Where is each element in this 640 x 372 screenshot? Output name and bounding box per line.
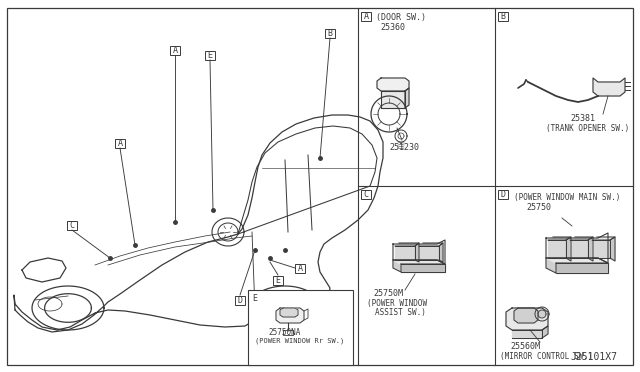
Polygon shape	[395, 246, 415, 260]
Bar	[170, 45, 180, 55]
Text: (POWER WINDOW: (POWER WINDOW	[367, 299, 427, 308]
Bar	[361, 12, 371, 20]
Polygon shape	[556, 263, 608, 273]
Polygon shape	[538, 310, 546, 318]
Polygon shape	[610, 237, 615, 261]
Polygon shape	[592, 237, 615, 240]
Bar	[67, 221, 77, 230]
Text: ASSIST SW.): ASSIST SW.)	[375, 308, 426, 317]
Polygon shape	[512, 330, 542, 338]
Polygon shape	[548, 240, 566, 258]
Text: (DOOR SW.): (DOOR SW.)	[376, 13, 426, 22]
Text: (MIRROR CONTROL SW.): (MIRROR CONTROL SW.)	[500, 352, 593, 361]
Polygon shape	[439, 243, 443, 262]
Text: (TRANK OPENER SW.): (TRANK OPENER SW.)	[546, 124, 629, 133]
Text: 25360: 25360	[380, 23, 405, 32]
Text: A: A	[173, 46, 177, 55]
Polygon shape	[401, 264, 445, 272]
Bar	[235, 295, 245, 305]
Text: C: C	[364, 190, 369, 199]
Polygon shape	[542, 326, 548, 338]
Polygon shape	[570, 237, 593, 240]
Polygon shape	[566, 237, 571, 261]
Bar	[273, 276, 283, 285]
Polygon shape	[377, 78, 409, 91]
Text: E: E	[253, 294, 257, 303]
Polygon shape	[276, 308, 304, 323]
Text: D: D	[237, 296, 243, 305]
Text: 25750: 25750	[526, 203, 551, 212]
Polygon shape	[419, 246, 439, 260]
Bar	[498, 12, 508, 20]
Text: A: A	[364, 12, 369, 21]
Text: 25381: 25381	[570, 114, 595, 123]
Bar	[361, 189, 371, 199]
Text: 25560M: 25560M	[510, 342, 540, 351]
Polygon shape	[588, 237, 593, 261]
Polygon shape	[593, 78, 625, 96]
Text: B: B	[500, 12, 506, 21]
Polygon shape	[546, 258, 556, 273]
Polygon shape	[415, 243, 419, 262]
Bar	[325, 29, 335, 38]
Polygon shape	[546, 258, 608, 263]
Text: A: A	[118, 139, 122, 148]
Text: E: E	[207, 51, 212, 60]
Text: (POWER WINDOW Rr SW.): (POWER WINDOW Rr SW.)	[255, 338, 344, 344]
Polygon shape	[570, 240, 588, 258]
Bar	[115, 138, 125, 148]
Polygon shape	[548, 237, 571, 240]
Polygon shape	[514, 308, 538, 323]
Bar	[498, 189, 508, 199]
Text: B: B	[328, 29, 333, 38]
Bar	[250, 294, 260, 302]
Polygon shape	[393, 260, 445, 264]
Polygon shape	[592, 240, 610, 258]
Bar	[295, 263, 305, 273]
Text: 25750NA: 25750NA	[268, 328, 300, 337]
Text: 251230: 251230	[389, 143, 419, 152]
Text: E: E	[275, 276, 280, 285]
Bar	[248, 290, 353, 365]
Polygon shape	[419, 243, 443, 246]
Bar	[283, 330, 293, 335]
Polygon shape	[506, 308, 548, 330]
Bar	[205, 51, 215, 60]
Text: D: D	[500, 190, 506, 199]
Text: J25101X7: J25101X7	[570, 352, 617, 362]
Polygon shape	[381, 91, 405, 108]
Polygon shape	[280, 308, 298, 317]
Text: 25750M: 25750M	[373, 289, 403, 298]
Polygon shape	[395, 243, 419, 246]
Text: (POWER WINDOW MAIN SW.): (POWER WINDOW MAIN SW.)	[514, 193, 620, 202]
Polygon shape	[393, 260, 401, 272]
Text: A: A	[298, 264, 303, 273]
Text: C: C	[70, 221, 74, 230]
Polygon shape	[405, 88, 409, 108]
